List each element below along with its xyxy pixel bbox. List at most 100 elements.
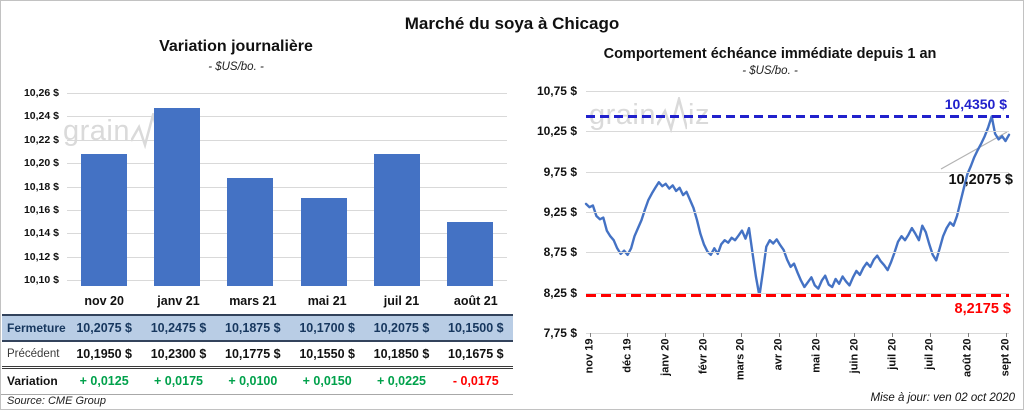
grainwiz-watermark: grain iz	[589, 97, 710, 133]
bar-chart-subtitle: - $US/bo. -	[208, 61, 264, 73]
axis-tick	[967, 333, 969, 337]
table-row-fermeture: Fermeture 10,2075 $ 10,2475 $ 10,1875 $ 10,…	[2, 314, 513, 342]
x-tick-label: juil 20	[886, 338, 898, 370]
y-tick-label: 10,10 $	[23, 274, 59, 287]
gridline	[67, 210, 507, 211]
x-tick-label: déc 19	[621, 338, 634, 373]
axis-tick	[665, 333, 667, 337]
table-cell: 10,1850 $	[373, 347, 430, 361]
axis-tick	[703, 333, 704, 337]
gridline	[67, 93, 507, 94]
bar-chart-y-axis: 10,26 $ 10,24 $ 10,22 $ 10,20 $ 10,18 $ 10,16…	[1, 1, 61, 301]
axis-tick	[740, 333, 742, 337]
table-row-variation: Variation + 0,0125 + 0,0175 + 0,0100 + 0,01…	[2, 369, 513, 393]
gridline	[586, 171, 1009, 173]
watermark-text: grain	[63, 114, 130, 147]
table-cell: 10,2075 $	[76, 321, 132, 335]
x-tick-label: nov 19	[583, 338, 596, 374]
gridline	[586, 131, 1009, 133]
bar	[154, 107, 200, 286]
axis-tick	[816, 333, 818, 337]
bar	[80, 154, 127, 286]
x-tick-label: juin 20	[848, 338, 861, 374]
month-label: mai 21	[307, 293, 347, 308]
table-cell: + 0,0175	[153, 374, 203, 388]
y-tick-label: 10,75 $	[536, 84, 577, 98]
axis-tick	[778, 333, 780, 337]
table-cell: + 0,0150	[302, 374, 352, 388]
x-tick-label: mars 20	[734, 338, 747, 381]
x-tick-label: mai 20	[810, 338, 823, 373]
table-cell: 10,2075 $	[373, 321, 430, 335]
daily-variation-chart	[67, 93, 507, 286]
callout-leader-line	[940, 131, 1008, 170]
price-line-series	[584, 115, 1011, 298]
y-tick-label: 10,22 $	[23, 133, 59, 146]
table-bottom-rule	[1, 394, 513, 395]
watermark-text: grain	[589, 98, 656, 131]
bar	[227, 177, 274, 286]
gridline	[67, 186, 507, 188]
y-tick-label: 10,24 $	[23, 110, 59, 123]
bar-chart-x-axis: nov 20 janv 21 mars 21 mai 21 juil 21 août 21	[2, 288, 513, 313]
table-cell: 10,2300 $	[150, 347, 207, 361]
x-tick-label: janv 20	[659, 338, 672, 376]
y-tick-label: 7,75 $	[543, 326, 577, 340]
axis-tick	[627, 333, 629, 337]
y-tick-label: 8,25 $	[543, 285, 577, 300]
table-cell: - 0,0175	[452, 374, 499, 388]
min-reference-line	[586, 293, 1009, 298]
table-cell: 10,1775 $	[225, 347, 281, 361]
row-label: Fermeture	[7, 321, 66, 335]
table-cell: + 0,0100	[228, 374, 278, 388]
last-close-label: 10,2075 $	[948, 172, 1013, 188]
y-tick-label: 8,75 $	[543, 245, 577, 260]
y-tick-label: 10,18 $	[23, 180, 59, 193]
line-chart-subtitle: - $US/bo. -	[742, 65, 798, 77]
min-value-label: 8,2175 $	[954, 301, 1011, 317]
y-tick-label: 10,20 $	[23, 157, 59, 170]
gridline	[586, 212, 1009, 213]
month-label: janv 21	[157, 293, 200, 308]
gridline	[586, 333, 1009, 334]
table-cell: 10,2475 $	[150, 321, 207, 335]
update-note: Mise à jour: ven 02 oct 2020	[870, 392, 1015, 404]
table-cell: 10,1500 $	[448, 321, 504, 335]
axis-tick	[589, 333, 591, 337]
x-tick-label: avr 20	[772, 338, 785, 371]
table-cell: 10,1550 $	[299, 347, 355, 361]
table-cell: 10,1950 $	[76, 347, 132, 361]
bar-chart-title: Variation journalière	[159, 38, 313, 55]
row-label: Variation	[7, 374, 58, 388]
bar	[447, 221, 494, 286]
gridline	[67, 116, 507, 118]
gridline	[67, 280, 507, 282]
table-row-precedent: Précédent 10,1950 $ 10,2300 $ 10,1775 $ 10,…	[2, 342, 513, 369]
axis-tick	[929, 333, 931, 337]
bar	[300, 198, 347, 286]
gridline	[586, 91, 1009, 92]
gridline	[67, 256, 507, 258]
axis-tick	[854, 333, 856, 337]
gridline	[586, 252, 1009, 254]
line-chart-title: Comportement échéance immédiate depuis 1…	[603, 46, 937, 62]
month-label: nov 20	[84, 293, 124, 308]
y-tick-label: 10,25 $	[536, 124, 577, 139]
max-reference-line	[586, 114, 1009, 118]
table-cell: 10,1875 $	[225, 321, 281, 335]
y-tick-label: 9,75 $	[543, 164, 577, 179]
line-chart-x-axis: nov 19 déc 19 janv 20 févr 20 mars 20 avr 20 m…	[583, 333, 1012, 391]
table-cell: 10,1700 $	[299, 321, 355, 335]
y-tick-label: 10,12 $	[23, 250, 59, 263]
table-cell: + 0,0125	[79, 374, 129, 388]
y-tick-label: 9,25 $	[543, 205, 577, 219]
x-tick-label: juil 20	[923, 338, 936, 370]
y-tick-label: 10,14 $	[23, 227, 59, 240]
axis-tick	[1005, 333, 1007, 337]
x-tick-label: févr 20	[697, 338, 709, 374]
page-title: Marché du soya à Chicago	[404, 14, 620, 33]
gridline	[586, 292, 1009, 294]
watermark-text: iz	[688, 99, 710, 132]
source-note: Source: CME Group	[7, 395, 107, 407]
